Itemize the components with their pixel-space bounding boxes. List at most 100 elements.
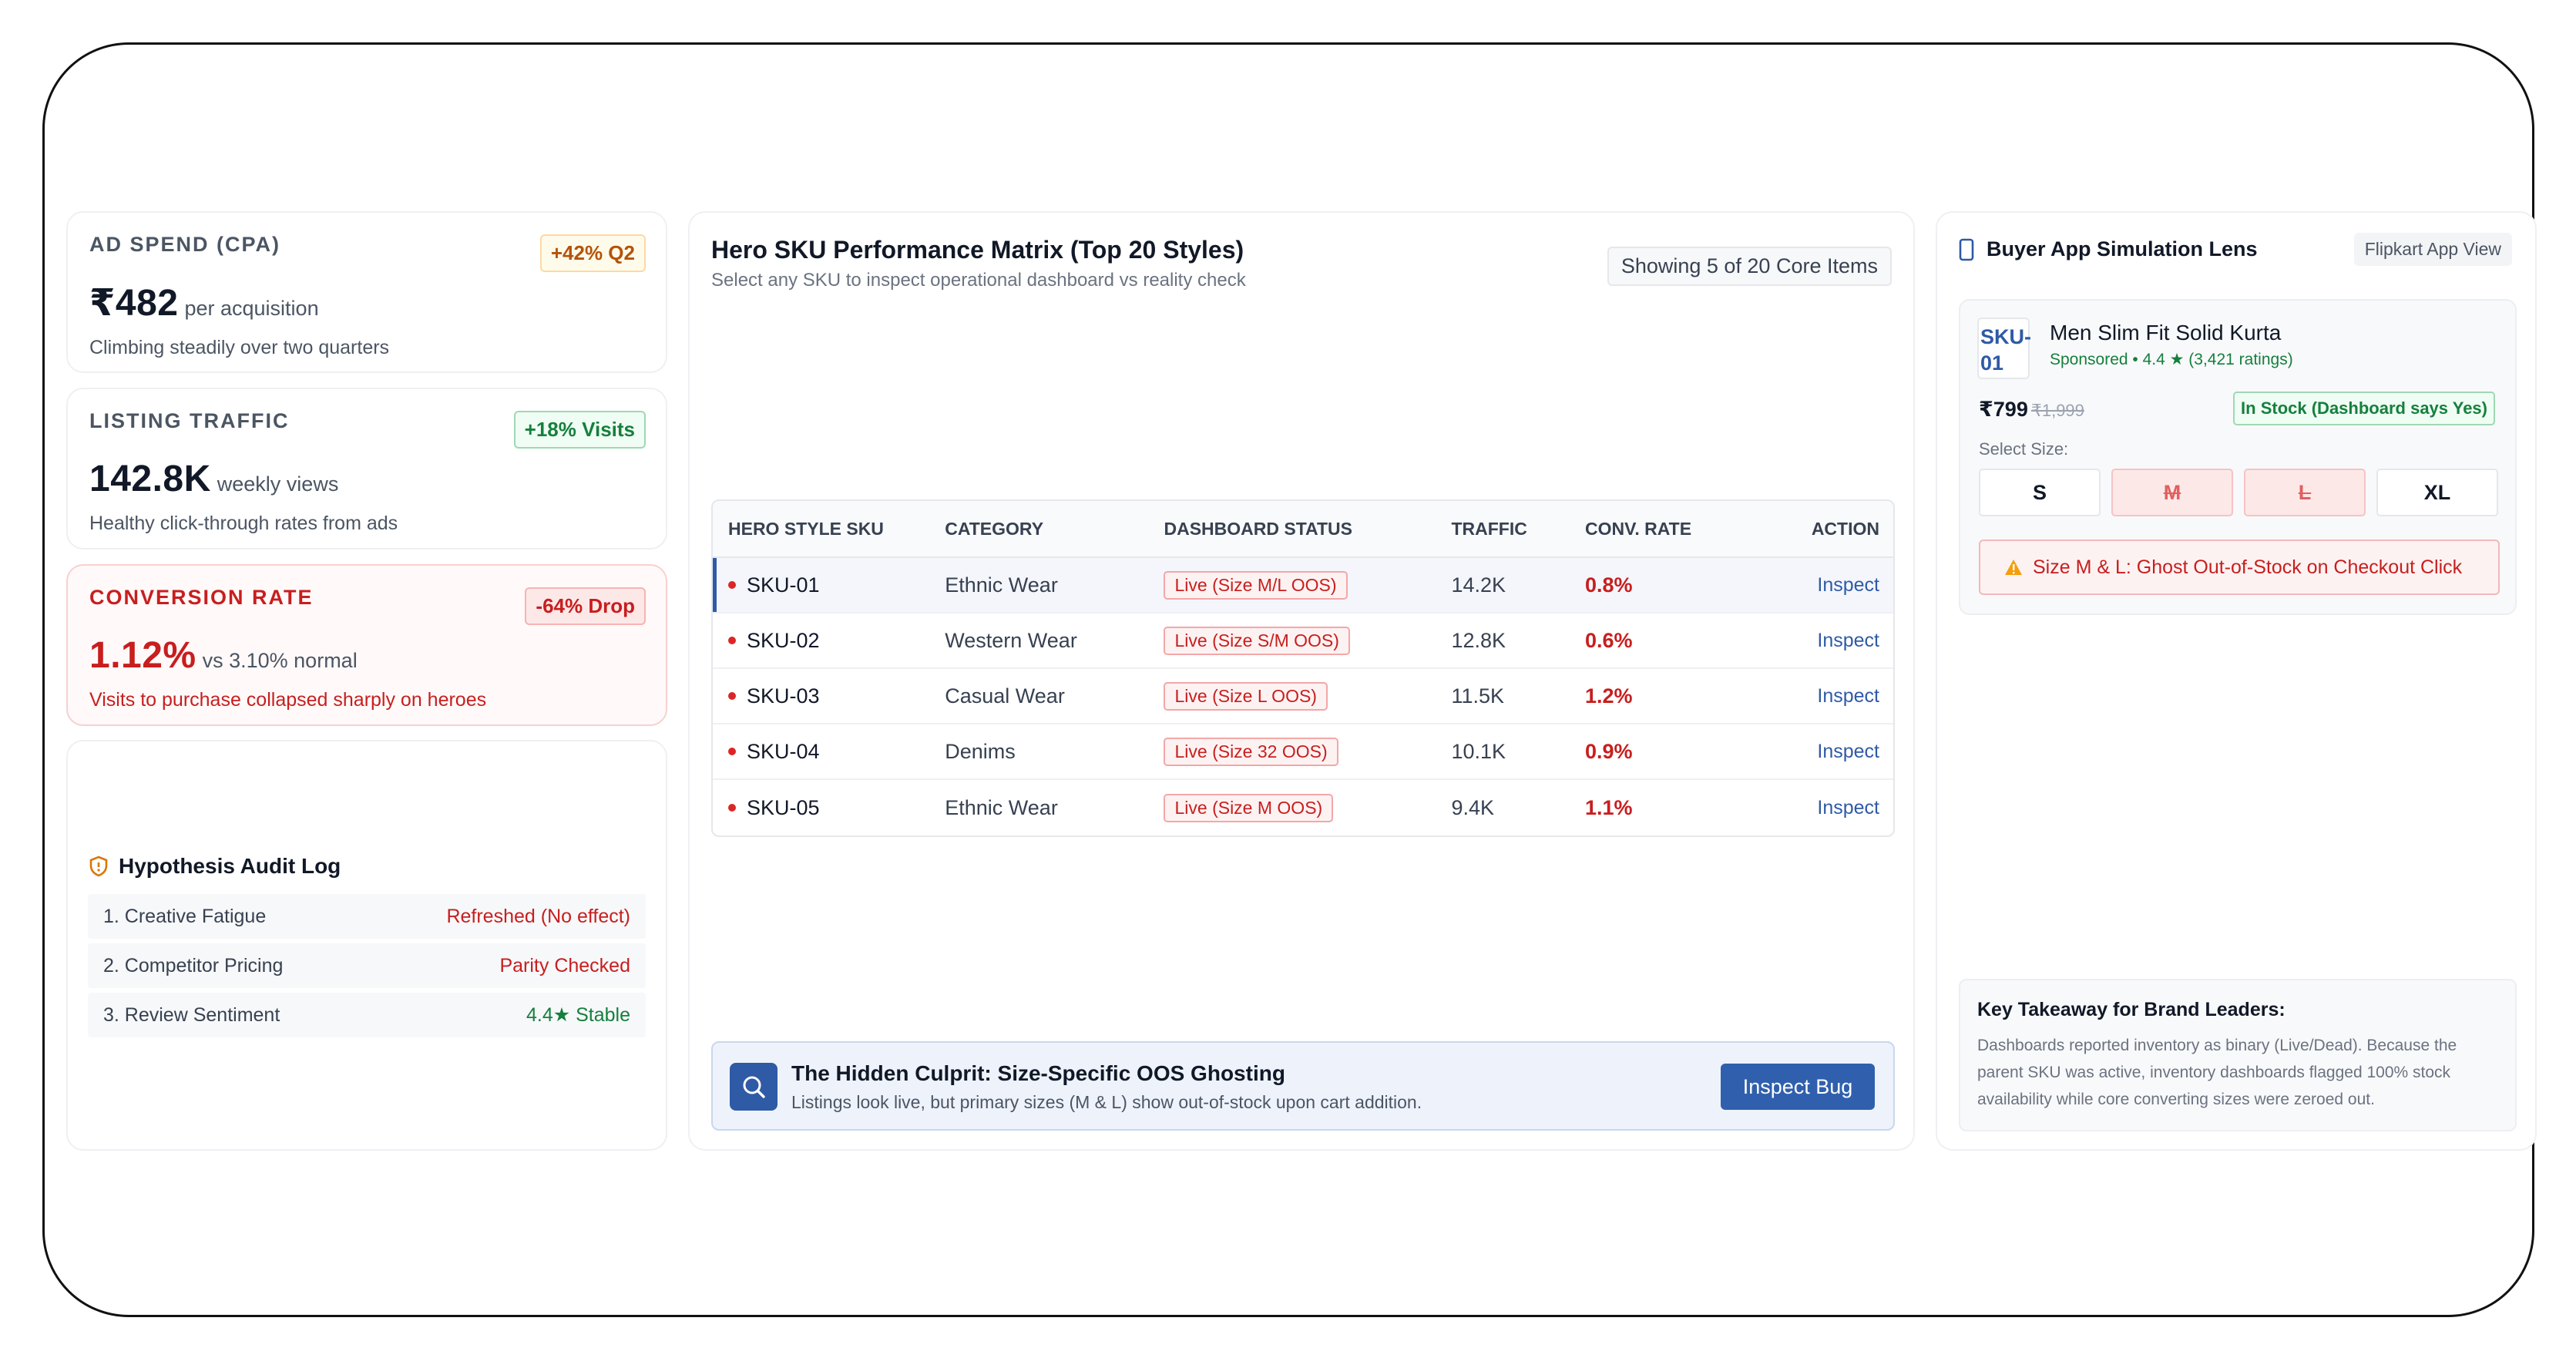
table-header: HERO STYLE SKU CATEGORY DASHBOARD STATUS… [713, 501, 1893, 558]
kpi-description: Visits to purchase collapsed sharply on … [89, 689, 487, 711]
inspect-link[interactable]: Inspect [1817, 573, 1879, 596]
status-cell: Live (Size 32 OOS) [1164, 737, 1451, 766]
shield-icon [89, 855, 108, 877]
table-row[interactable]: SKU-05 Ethnic Wear Live (Size M OOS) 9.4… [713, 780, 1893, 835]
traffic-cell: 10.1K [1451, 739, 1506, 763]
status-cell: Live (Size L OOS) [1164, 681, 1451, 711]
conv-cell: 0.6% [1585, 628, 1633, 652]
table-row[interactable]: SKU-02 Western Wear Live (Size S/M OOS) … [713, 613, 1893, 669]
kpi-label: LISTING TRAFFIC [89, 409, 290, 432]
product-thumbnail: SKU- 01 [1977, 318, 2031, 379]
sku-id: SKU-04 [747, 739, 820, 763]
inspect-link[interactable]: Inspect [1817, 796, 1879, 818]
status-badge: Live (Size M OOS) [1164, 793, 1334, 822]
kpi-badge: +18% Visits [513, 411, 646, 449]
buyer-app-lens-card: Buyer App Simulation Lens Flipkart App V… [1936, 211, 2537, 1151]
category-cell: Western Wear [945, 628, 1077, 652]
status-cell: Live (Size M/L OOS) [1164, 570, 1451, 600]
audit-row-value: Refreshed (No effect) [446, 905, 630, 927]
kpi-description: Climbing steadily over two quarters [89, 337, 390, 358]
audit-row-label: 3. Review Sentiment [103, 1003, 280, 1026]
category-cell: Ethnic Wear [945, 573, 1058, 597]
conv-cell: 1.1% [1585, 795, 1633, 819]
showing-count-pill: Showing 5 of 20 Core Items [1607, 247, 1892, 286]
product-price: ₹799 [1979, 398, 2028, 421]
conv-cell: 0.9% [1585, 739, 1633, 763]
kpi-label: AD SPEND (CPA) [89, 233, 281, 256]
status-badge: Live (Size M/L OOS) [1164, 570, 1348, 600]
kpi-value: 1.12% [89, 635, 196, 676]
status-badge: Live (Size 32 OOS) [1164, 737, 1338, 766]
lens-title: Buyer App Simulation Lens [1987, 237, 2258, 261]
ghost-oos-warning: Size M & L: Ghost Out-of-Stock on Checko… [1979, 540, 2500, 595]
culprit-description: Listings look live, but primary sizes (M… [791, 1092, 1422, 1112]
col-header-category: CATEGORY [945, 518, 1044, 539]
sku-table: HERO STYLE SKU CATEGORY DASHBOARD STATUS… [711, 499, 1895, 837]
audit-title-text: Hypothesis Audit Log [119, 854, 341, 878]
kpi-label: CONVERSION RATE [89, 586, 314, 609]
thumb-sku-number: 01 [1980, 351, 2004, 375]
sku-cell: SKU-03 [713, 684, 945, 708]
status-dot [728, 804, 736, 812]
sku-matrix-card: Hero SKU Performance Matrix (Top 20 Styl… [688, 211, 1915, 1151]
sku-cell: SKU-04 [713, 740, 945, 764]
product-name: Men Slim Fit Solid Kurta [2050, 321, 2282, 345]
status-dot [728, 637, 736, 644]
audit-row-label: 2. Competitor Pricing [103, 954, 284, 976]
conv-cell: 0.8% [1585, 573, 1633, 597]
takeaway-title: Key Takeaway for Brand Leaders: [1977, 999, 2285, 1020]
inspect-link[interactable]: Inspect [1817, 684, 1879, 707]
table-row[interactable]: SKU-01 Ethnic Wear Live (Size M/L OOS) 1… [713, 558, 1893, 613]
sku-cell: SKU-02 [713, 629, 945, 653]
status-cell: Live (Size S/M OOS) [1164, 626, 1451, 655]
matrix-subtitle: Select any SKU to inspect operational da… [711, 270, 1246, 291]
search-icon [730, 1063, 778, 1111]
size-selector: S M L XL [1979, 469, 2498, 516]
kpi-unit: weekly views [217, 472, 339, 496]
inspect-bug-button[interactable]: Inspect Bug [1721, 1064, 1875, 1110]
product-mrp: ₹1,999 [2030, 401, 2084, 420]
status-dot [728, 692, 736, 700]
col-header-sku: HERO STYLE SKU [728, 518, 884, 539]
inspect-link[interactable]: Inspect [1817, 629, 1879, 651]
hidden-culprit-banner: The Hidden Culprit: Size-Specific OOS Gh… [711, 1041, 1895, 1131]
audit-row: 3. Review Sentiment 4.4★ Stable [88, 993, 646, 1037]
traffic-cell: 11.5K [1451, 684, 1505, 708]
traffic-cell: 14.2K [1451, 573, 1506, 597]
warning-icon [2005, 560, 2022, 575]
sku-id: SKU-01 [747, 573, 820, 597]
sku-cell: SKU-05 [713, 796, 945, 820]
size-option-m[interactable]: M [2111, 469, 2233, 516]
col-header-conv: CONV. RATE [1585, 518, 1692, 539]
kpi-value: 142.8K [89, 459, 211, 499]
status-badge: Live (Size S/M OOS) [1164, 626, 1350, 655]
stock-badge: In Stock (Dashboard says Yes) [2233, 392, 2495, 425]
sku-id: SKU-05 [747, 795, 820, 819]
kpi-card-ad-spend: AD SPEND (CPA) +42% Q2 ₹482 per acquisiti… [66, 211, 667, 373]
size-option-xl[interactable]: XL [2376, 469, 2498, 516]
table-row[interactable]: SKU-04 Denims Live (Size 32 OOS) 10.1K 0… [713, 724, 1893, 780]
kpi-value: ₹482 [89, 283, 179, 324]
lens-header: Buyer App Simulation Lens [1959, 237, 2258, 261]
kpi-unit: vs 3.10% normal [202, 649, 358, 672]
audit-row: 2. Competitor Pricing Parity Checked [88, 943, 646, 988]
status-cell: Live (Size M OOS) [1164, 793, 1451, 822]
kpi-value-row: 1.12% vs 3.10% normal [89, 634, 644, 677]
audit-row: 1. Creative Fatigue Refreshed (No effect) [88, 894, 646, 939]
product-card: SKU- 01 Men Slim Fit Solid Kurta Sponsore… [1959, 299, 2517, 615]
phone-icon [1959, 238, 1974, 261]
kpi-value-row: ₹482 per acquisition [89, 281, 644, 324]
col-header-action: ACTION [1811, 518, 1879, 539]
price-row: ₹799 ₹1,999 [1979, 398, 2084, 422]
sku-id: SKU-03 [747, 684, 820, 708]
table-row[interactable]: SKU-03 Casual Wear Live (Size L OOS) 11.… [713, 669, 1893, 724]
audit-row-value: 4.4★ Stable [526, 1004, 630, 1026]
sku-cell: SKU-01 [713, 573, 945, 597]
inspect-link[interactable]: Inspect [1817, 740, 1879, 762]
col-header-traffic: TRAFFIC [1451, 518, 1527, 539]
product-rating-meta: Sponsored • 4.4 ★ (3,421 ratings) [2050, 351, 2293, 368]
status-dot [728, 748, 736, 755]
size-option-s[interactable]: S [1979, 469, 2101, 516]
size-option-l[interactable]: L [2244, 469, 2366, 516]
audit-row-value: Parity Checked [499, 954, 630, 976]
